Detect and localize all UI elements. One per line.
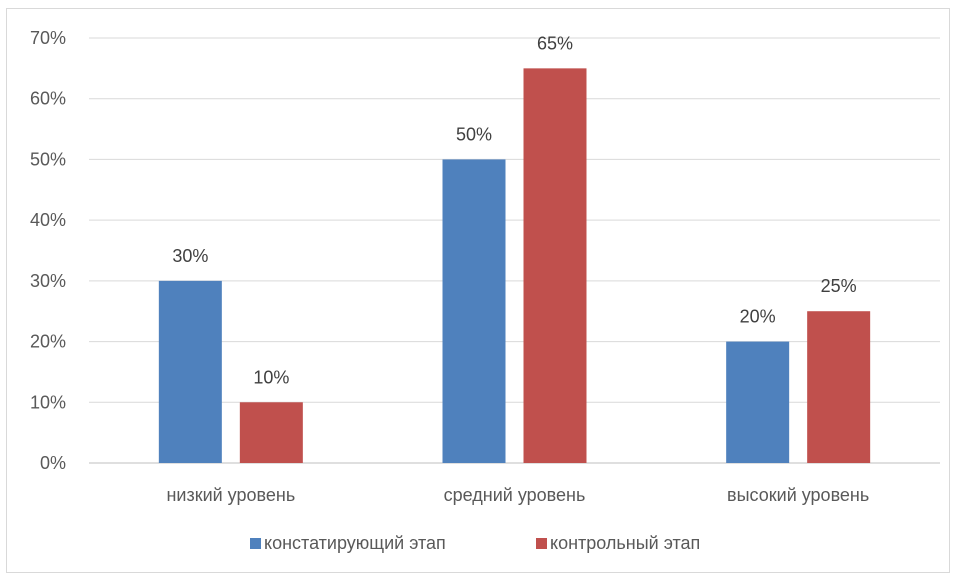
y-tick-label: 0%	[40, 453, 66, 473]
data-label: 65%	[537, 33, 573, 53]
data-label: 10%	[253, 367, 289, 387]
data-label: 25%	[821, 276, 857, 296]
legend-label: контрольный этап	[550, 533, 700, 553]
legend-label: констатирующий этап	[264, 533, 446, 553]
y-tick-label: 20%	[30, 332, 66, 352]
legend-swatch-initial	[250, 538, 261, 549]
y-tick-label: 10%	[30, 392, 66, 412]
bar-initial	[726, 341, 790, 463]
bar-initial	[158, 280, 222, 463]
y-tick-label: 60%	[30, 89, 66, 109]
legend-swatch-control	[536, 538, 547, 549]
y-tick-label: 50%	[30, 149, 66, 169]
category-label: высокий уровень	[727, 485, 869, 505]
bar-control	[523, 68, 587, 463]
bar-control	[807, 311, 871, 463]
category-label: низкий уровень	[166, 485, 295, 505]
data-label: 30%	[172, 246, 208, 266]
y-tick-label: 40%	[30, 210, 66, 230]
y-tick-label: 30%	[30, 271, 66, 291]
category-label: средний уровень	[444, 485, 586, 505]
bar-control	[239, 402, 303, 463]
data-label: 20%	[740, 307, 776, 327]
data-label: 50%	[456, 124, 492, 144]
y-tick-label: 70%	[30, 28, 66, 48]
bar-initial	[442, 159, 506, 463]
